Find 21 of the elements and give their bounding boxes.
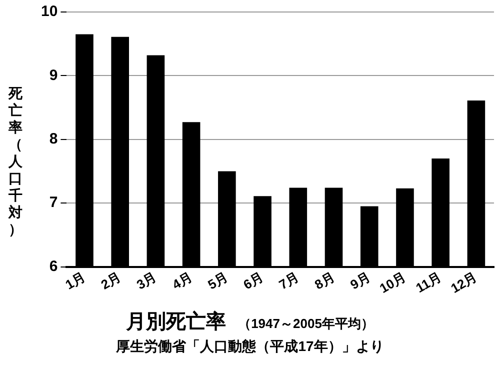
- x-tick-label: 7月: [276, 269, 302, 292]
- x-tick-label: 10月: [376, 269, 408, 296]
- y-tick-label: 8: [49, 130, 58, 148]
- text: （1947～2005年平均）: [238, 316, 374, 331]
- text: 厚生労働省「人口動態（平成17年）」より: [115, 338, 385, 356]
- y-tick-label: 9: [49, 66, 58, 84]
- y-tick-label: 6: [49, 258, 58, 275]
- x-tick-label: 8月: [312, 269, 338, 292]
- text: 月別死亡率: [126, 311, 226, 333]
- x-tick-label: 4月: [170, 269, 195, 292]
- y-tick-label: 7: [49, 194, 58, 212]
- x-tick-label: 6月: [240, 269, 266, 292]
- x-tick-label: 1月: [62, 269, 88, 292]
- text: 死亡率（人口千対）: [8, 85, 22, 237]
- y-tick-label: 10: [40, 3, 58, 20]
- x-tick-label: 3月: [134, 269, 159, 292]
- x-tick-label: 12月: [448, 269, 480, 296]
- x-tick-label: 2月: [98, 269, 124, 292]
- x-tick-label: 5月: [205, 269, 230, 292]
- x-tick-label: 11月: [413, 269, 444, 296]
- x-tick-label: 9月: [348, 269, 373, 292]
